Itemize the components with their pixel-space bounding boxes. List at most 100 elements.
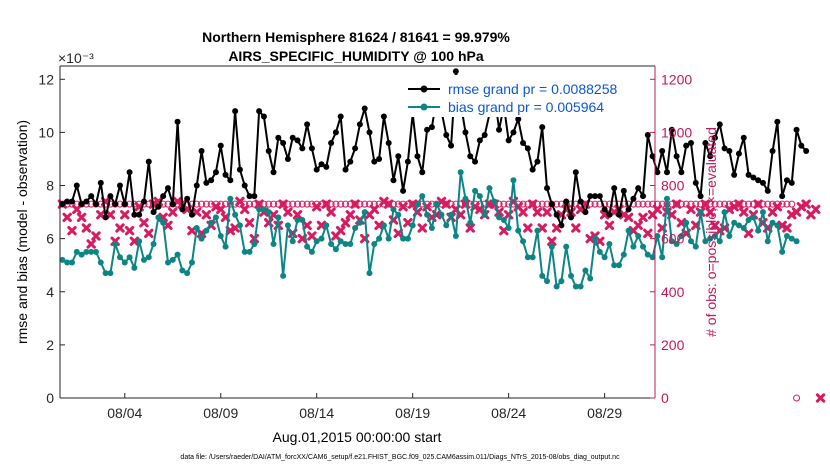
obs-possible-point (500, 200, 508, 208)
obs-possible-point (687, 200, 695, 208)
rmse-point (759, 179, 766, 186)
rmse-point (174, 118, 181, 125)
rmse-point (755, 177, 762, 184)
rmse-point (380, 113, 387, 120)
obs-evaluated-point (585, 233, 595, 244)
bias-point (601, 254, 608, 261)
rmse-point (568, 214, 575, 221)
obs-possible-point (557, 200, 565, 208)
x-tick-label: 08/24 (491, 405, 526, 421)
y2-axis-label: # of obs: o=possible; ×=evaluated (703, 127, 719, 337)
obs-evaluated-point (676, 218, 687, 228)
rmse-point (424, 126, 431, 133)
bias-point (716, 238, 723, 245)
bias-point (572, 283, 579, 290)
bias-point (462, 195, 469, 202)
bias-point (155, 214, 162, 221)
rmse-point (745, 171, 752, 178)
bias-point (663, 195, 670, 202)
bias-point (236, 222, 243, 229)
rmse-point (59, 201, 66, 208)
y-tick-label: 4 (46, 284, 54, 300)
bias-point (481, 211, 488, 218)
obs-possible-point (370, 200, 378, 208)
obs-evaluated-point (753, 199, 763, 209)
obs-possible-point (342, 200, 350, 208)
obs-evaluated-point (336, 225, 346, 236)
rmse-point (164, 185, 171, 192)
rmse-point (635, 185, 642, 192)
obs-possible-point (673, 200, 681, 208)
bias-point (515, 227, 522, 234)
y-tick-label: 6 (46, 231, 54, 247)
bias-point (673, 240, 680, 247)
rmse-point (515, 116, 522, 123)
bias-point (92, 248, 99, 255)
bias-point (174, 251, 181, 258)
rmse-point (83, 198, 90, 205)
obs-possible-point (653, 200, 661, 208)
obs-evaluated-point (638, 212, 648, 223)
rmse-point (735, 150, 742, 157)
rmse-point (692, 179, 699, 186)
obs-evaluated-point (417, 223, 427, 233)
bias-point (361, 209, 368, 216)
rmse-point (356, 121, 363, 128)
bias-point (568, 272, 575, 279)
bias-point (313, 238, 320, 245)
obs-evaluated-point (777, 220, 787, 231)
bias-point (649, 254, 656, 261)
rmse-point (630, 195, 637, 202)
obs-possible-point (788, 200, 796, 208)
bias-point (625, 227, 632, 234)
rmse-point (640, 193, 647, 200)
obs-possible-point (332, 200, 340, 208)
rmse-point (376, 155, 383, 162)
bias-point (169, 256, 176, 263)
obs-possible-point (658, 200, 666, 208)
obs-possible-point (270, 200, 278, 208)
bias-point (510, 177, 517, 184)
bias-point (654, 232, 661, 239)
rmse-point (505, 137, 512, 144)
bias-point (232, 211, 239, 218)
bias-point (332, 246, 339, 253)
bias-point (452, 232, 459, 239)
bias-point (217, 232, 224, 239)
rmse-point (313, 166, 320, 173)
obs-evaluated-point (643, 228, 653, 239)
bias-point (404, 235, 411, 242)
obs-evaluated-point (302, 220, 312, 231)
bias-point (606, 240, 613, 247)
rmse-point (107, 193, 114, 200)
rmse-point (520, 140, 527, 147)
rmse-point (222, 171, 229, 178)
bias-point (140, 256, 147, 263)
rmse-point (352, 145, 359, 152)
x-axis-label: Aug.01,2015 00:00:00 start (273, 429, 442, 445)
rmse-point (337, 113, 344, 120)
obs-evaluated-point (129, 236, 140, 246)
rmse-point (371, 158, 378, 165)
obs-possible-point (294, 200, 302, 208)
rmse-point (256, 108, 263, 115)
bias-point (558, 278, 565, 285)
rmse-point (275, 134, 282, 141)
rmse-point (294, 137, 301, 144)
bias-point (260, 206, 267, 213)
rmse-point (783, 177, 790, 184)
rmse-point (616, 211, 623, 218)
obs-evaluated-point (86, 239, 96, 249)
rmse-point (448, 142, 455, 149)
y-exponent-label: ×10⁻³ (58, 50, 94, 66)
bias-point (740, 225, 747, 232)
rmse-point (606, 211, 613, 218)
obs-evaluated-point (547, 236, 557, 246)
obs-possible-point (716, 200, 724, 208)
chart-title: Northern Hemisphere 81624 / 81641 = 99.9… (202, 29, 510, 45)
bias-point (88, 248, 95, 255)
rmse-point (361, 105, 368, 112)
rmse-point (721, 145, 728, 152)
obs-possible-point (591, 200, 599, 208)
obs-evaluated-point (307, 231, 317, 241)
